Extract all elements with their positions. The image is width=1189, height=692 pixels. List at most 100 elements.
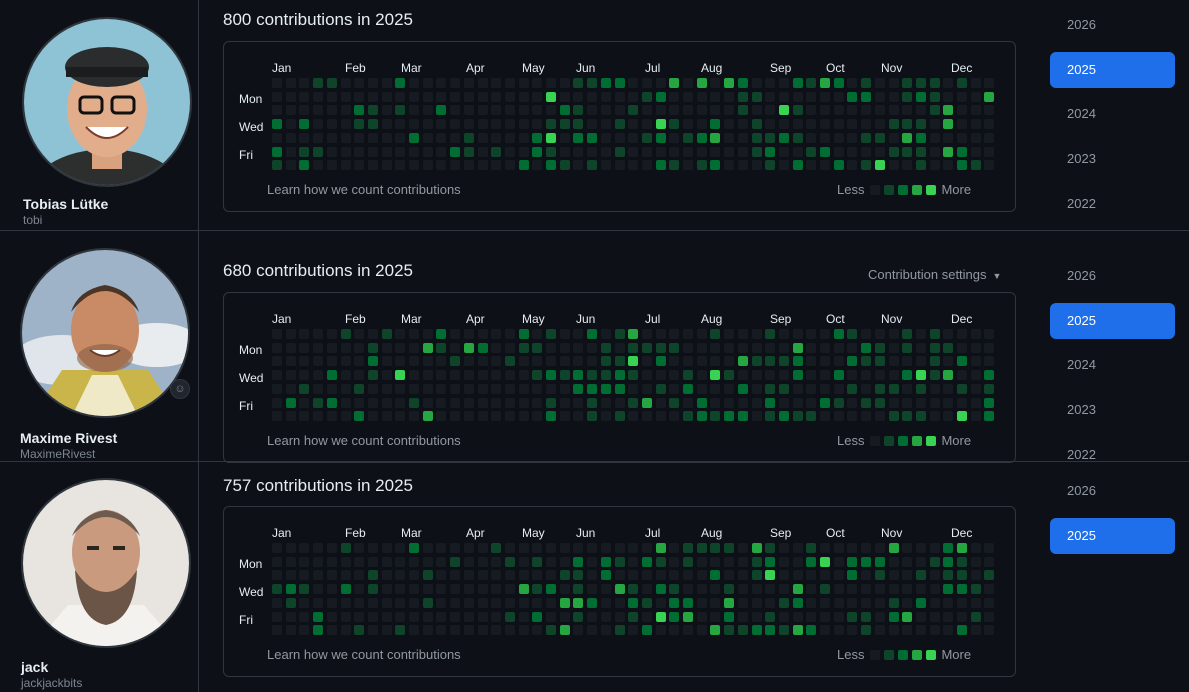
contribution-day-cell[interactable] (943, 570, 953, 580)
contribution-day-cell[interactable] (847, 384, 857, 394)
contribution-day-cell[interactable] (519, 160, 529, 170)
contribution-day-cell[interactable] (505, 411, 515, 421)
contribution-day-cell[interactable] (560, 356, 570, 366)
contribution-day-cell[interactable] (587, 543, 597, 553)
contribution-day-cell[interactable] (738, 370, 748, 380)
contribution-day-cell[interactable] (628, 343, 638, 353)
contribution-day-cell[interactable] (505, 160, 515, 170)
contribution-day-cell[interactable] (943, 147, 953, 157)
contribution-day-cell[interactable] (847, 105, 857, 115)
contribution-day-cell[interactable] (436, 584, 446, 594)
contribution-day-cell[interactable] (902, 133, 912, 143)
contribution-day-cell[interactable] (382, 411, 392, 421)
contribution-day-cell[interactable] (889, 384, 899, 394)
contribution-day-cell[interactable] (478, 329, 488, 339)
year-link-2025[interactable]: 2025 (1050, 51, 1175, 88)
contribution-day-cell[interactable] (916, 543, 926, 553)
contribution-day-cell[interactable] (971, 384, 981, 394)
contribution-day-cell[interactable] (697, 411, 707, 421)
contribution-day-cell[interactable] (875, 356, 885, 366)
contribution-day-cell[interactable] (450, 570, 460, 580)
contribution-day-cell[interactable] (710, 105, 720, 115)
contribution-day-cell[interactable] (519, 370, 529, 380)
contribution-day-cell[interactable] (806, 398, 816, 408)
contribution-day-cell[interactable] (642, 612, 652, 622)
contribution-day-cell[interactable] (806, 557, 816, 567)
contribution-day-cell[interactable] (765, 370, 775, 380)
contribution-day-cell[interactable] (286, 557, 296, 567)
contribution-day-cell[interactable] (382, 543, 392, 553)
contribution-day-cell[interactable] (669, 557, 679, 567)
contribution-day-cell[interactable] (930, 133, 940, 143)
contribution-day-cell[interactable] (299, 398, 309, 408)
contribution-day-cell[interactable] (656, 343, 666, 353)
contribution-day-cell[interactable] (519, 570, 529, 580)
contribution-day-cell[interactable] (587, 92, 597, 102)
contribution-day-cell[interactable] (628, 625, 638, 635)
contribution-day-cell[interactable] (656, 411, 666, 421)
contribution-day-cell[interactable] (450, 92, 460, 102)
contribution-day-cell[interactable] (491, 625, 501, 635)
contribution-day-cell[interactable] (368, 78, 378, 88)
contribution-day-cell[interactable] (478, 370, 488, 380)
contribution-day-cell[interactable] (820, 398, 830, 408)
contribution-day-cell[interactable] (395, 543, 405, 553)
contribution-day-cell[interactable] (299, 570, 309, 580)
contribution-day-cell[interactable] (601, 384, 611, 394)
contribution-day-cell[interactable] (478, 147, 488, 157)
contribution-day-cell[interactable] (765, 133, 775, 143)
contribution-day-cell[interactable] (724, 92, 734, 102)
contribution-day-cell[interactable] (532, 612, 542, 622)
contribution-day-cell[interactable] (943, 356, 953, 366)
contribution-day-cell[interactable] (299, 356, 309, 366)
contribution-day-cell[interactable] (450, 370, 460, 380)
contribution-day-cell[interactable] (573, 543, 583, 553)
contribution-day-cell[interactable] (875, 598, 885, 608)
contribution-day-cell[interactable] (436, 398, 446, 408)
contribution-day-cell[interactable] (628, 370, 638, 380)
contribution-day-cell[interactable] (573, 133, 583, 143)
contribution-day-cell[interactable] (724, 78, 734, 88)
contribution-day-cell[interactable] (656, 384, 666, 394)
contribution-day-cell[interactable] (847, 329, 857, 339)
contribution-day-cell[interactable] (710, 612, 720, 622)
contribution-day-cell[interactable] (752, 160, 762, 170)
contribution-day-cell[interactable] (710, 119, 720, 129)
contribution-day-cell[interactable] (834, 78, 844, 88)
contribution-day-cell[interactable] (738, 160, 748, 170)
contribution-day-cell[interactable] (354, 625, 364, 635)
contribution-day-cell[interactable] (450, 147, 460, 157)
contribution-day-cell[interactable] (546, 133, 556, 143)
contribution-day-cell[interactable] (615, 570, 625, 580)
contribution-day-cell[interactable] (793, 147, 803, 157)
contribution-day-cell[interactable] (752, 370, 762, 380)
contribution-day-cell[interactable] (875, 147, 885, 157)
contribution-day-cell[interactable] (532, 625, 542, 635)
contribution-day-cell[interactable] (341, 411, 351, 421)
contribution-day-cell[interactable] (957, 557, 967, 567)
contribution-day-cell[interactable] (464, 133, 474, 143)
contribution-day-cell[interactable] (450, 119, 460, 129)
contribution-day-cell[interactable] (354, 370, 364, 380)
contribution-day-cell[interactable] (806, 384, 816, 394)
contribution-day-cell[interactable] (861, 343, 871, 353)
contribution-day-cell[interactable] (724, 356, 734, 366)
contribution-day-cell[interactable] (697, 384, 707, 394)
contribution-day-cell[interactable] (395, 329, 405, 339)
contribution-day-cell[interactable] (615, 329, 625, 339)
contribution-day-cell[interactable] (615, 160, 625, 170)
contribution-day-cell[interactable] (272, 147, 282, 157)
contribution-day-cell[interactable] (450, 343, 460, 353)
contribution-day-cell[interactable] (861, 625, 871, 635)
contribution-day-cell[interactable] (971, 329, 981, 339)
contribution-day-cell[interactable] (834, 384, 844, 394)
contribution-day-cell[interactable] (628, 557, 638, 567)
contribution-day-cell[interactable] (354, 398, 364, 408)
contribution-day-cell[interactable] (656, 119, 666, 129)
contribution-day-cell[interactable] (738, 411, 748, 421)
contribution-day-cell[interactable] (327, 329, 337, 339)
contribution-day-cell[interactable] (834, 105, 844, 115)
contribution-day-cell[interactable] (628, 119, 638, 129)
contribution-day-cell[interactable] (354, 570, 364, 580)
contribution-day-cell[interactable] (299, 147, 309, 157)
